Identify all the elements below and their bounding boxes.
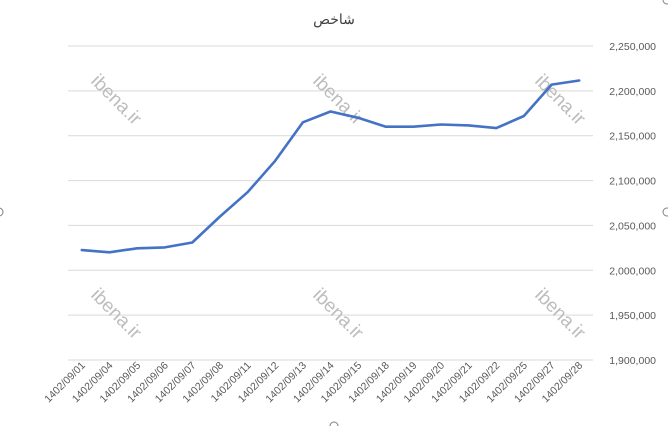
- x-axis-ticks: 1402/09/011402/09/041402/09/051402/09/06…: [42, 360, 585, 406]
- y-tick-label: 2,000,000: [609, 265, 656, 277]
- resize-handle-bottom[interactable]: [330, 422, 338, 426]
- watermark-text: ibena.ir: [308, 71, 367, 130]
- chart-title: شاخص: [313, 11, 355, 28]
- watermark-text: ibena.ir: [86, 285, 145, 344]
- y-tick-label: 1,950,000: [609, 310, 656, 322]
- watermark-text: ibena.ir: [308, 285, 367, 344]
- y-tick-label: 2,150,000: [609, 131, 656, 143]
- resize-handle-top-right[interactable]: [663, 0, 668, 4]
- y-tick-label: 2,100,000: [609, 176, 656, 188]
- y-tick-label: 1,900,000: [609, 355, 656, 367]
- y-tick-label: 2,250,000: [609, 41, 656, 53]
- resize-handle-right[interactable]: [663, 208, 668, 216]
- watermark-layer: ibena.ir ibena.ir ibena.ir ibena.ir ibena.ir…: [86, 71, 589, 344]
- resize-handle-left[interactable]: [0, 208, 3, 216]
- y-tick-label: 2,200,000: [609, 86, 656, 98]
- y-tick-label: 2,050,000: [609, 220, 656, 232]
- y-axis-ticks: 1,900,000 1,950,000 2,000,000 2,050,000 2,10…: [609, 41, 656, 367]
- watermark-text: ibena.ir: [530, 285, 589, 344]
- watermark-text: ibena.ir: [86, 71, 145, 130]
